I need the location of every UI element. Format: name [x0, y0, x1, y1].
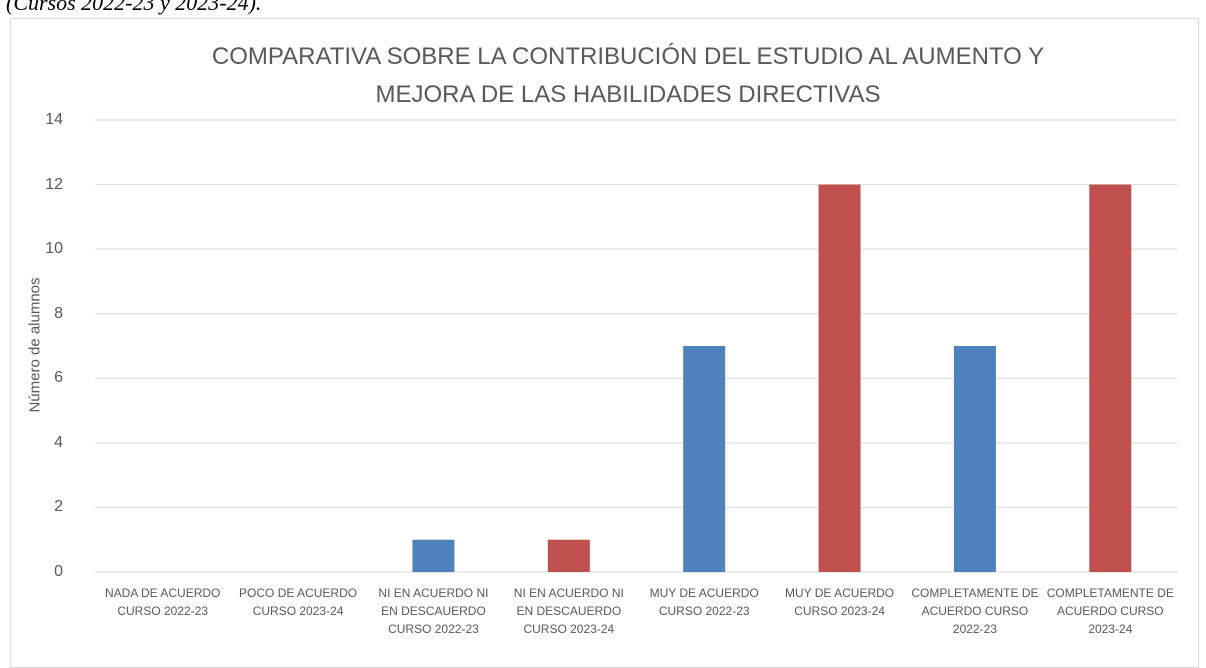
y-tick-label: 4: [54, 433, 63, 451]
y-tick-label: 8: [54, 304, 63, 322]
bar: [1089, 184, 1132, 573]
y-tick-label: 10: [45, 240, 63, 258]
x-tick-label: MUY DE ACUERDO CURSO 2023-24: [784, 586, 895, 618]
y-tick-label: 14: [45, 111, 63, 128]
bar: [953, 346, 996, 572]
y-tick-label: 12: [45, 175, 63, 193]
y-tick-label: 2: [54, 498, 63, 516]
chart-title: COMPARATIVA SOBRE LA CONTRIBUCIÓN DEL ES…: [211, 43, 1045, 108]
y-tick-label: 0: [54, 563, 63, 580]
bar: [547, 539, 590, 572]
bar: [683, 346, 726, 572]
caption: (Cursos 2022-23 y 2023-24).: [6, 0, 262, 15]
x-tick-label: NADA DE ACUERDO CURSO 2022-23: [105, 586, 221, 618]
x-tick-label: POCO DE ACUERDO CURSO 2023-24: [239, 586, 358, 618]
x-tick-label: COMPLETAMENTE DE ACUERDO CURSO 2022-23: [911, 586, 1039, 636]
x-tick-label: NI EN ACUERDO NI EN DESCAUERDO CURSO 202…: [378, 586, 489, 636]
bar: [412, 539, 455, 572]
y-tick-label: 6: [54, 369, 63, 387]
x-tick-label: NI EN ACUERDO NI EN DESCAUERDO CURSO 202…: [513, 586, 624, 636]
bar: [818, 184, 861, 573]
x-tick-label: COMPLETAMENTE DE ACUERDO CURSO 2023-24: [1046, 586, 1174, 636]
x-tick-label: MUY DE ACUERDO CURSO 2022-23: [649, 586, 759, 618]
